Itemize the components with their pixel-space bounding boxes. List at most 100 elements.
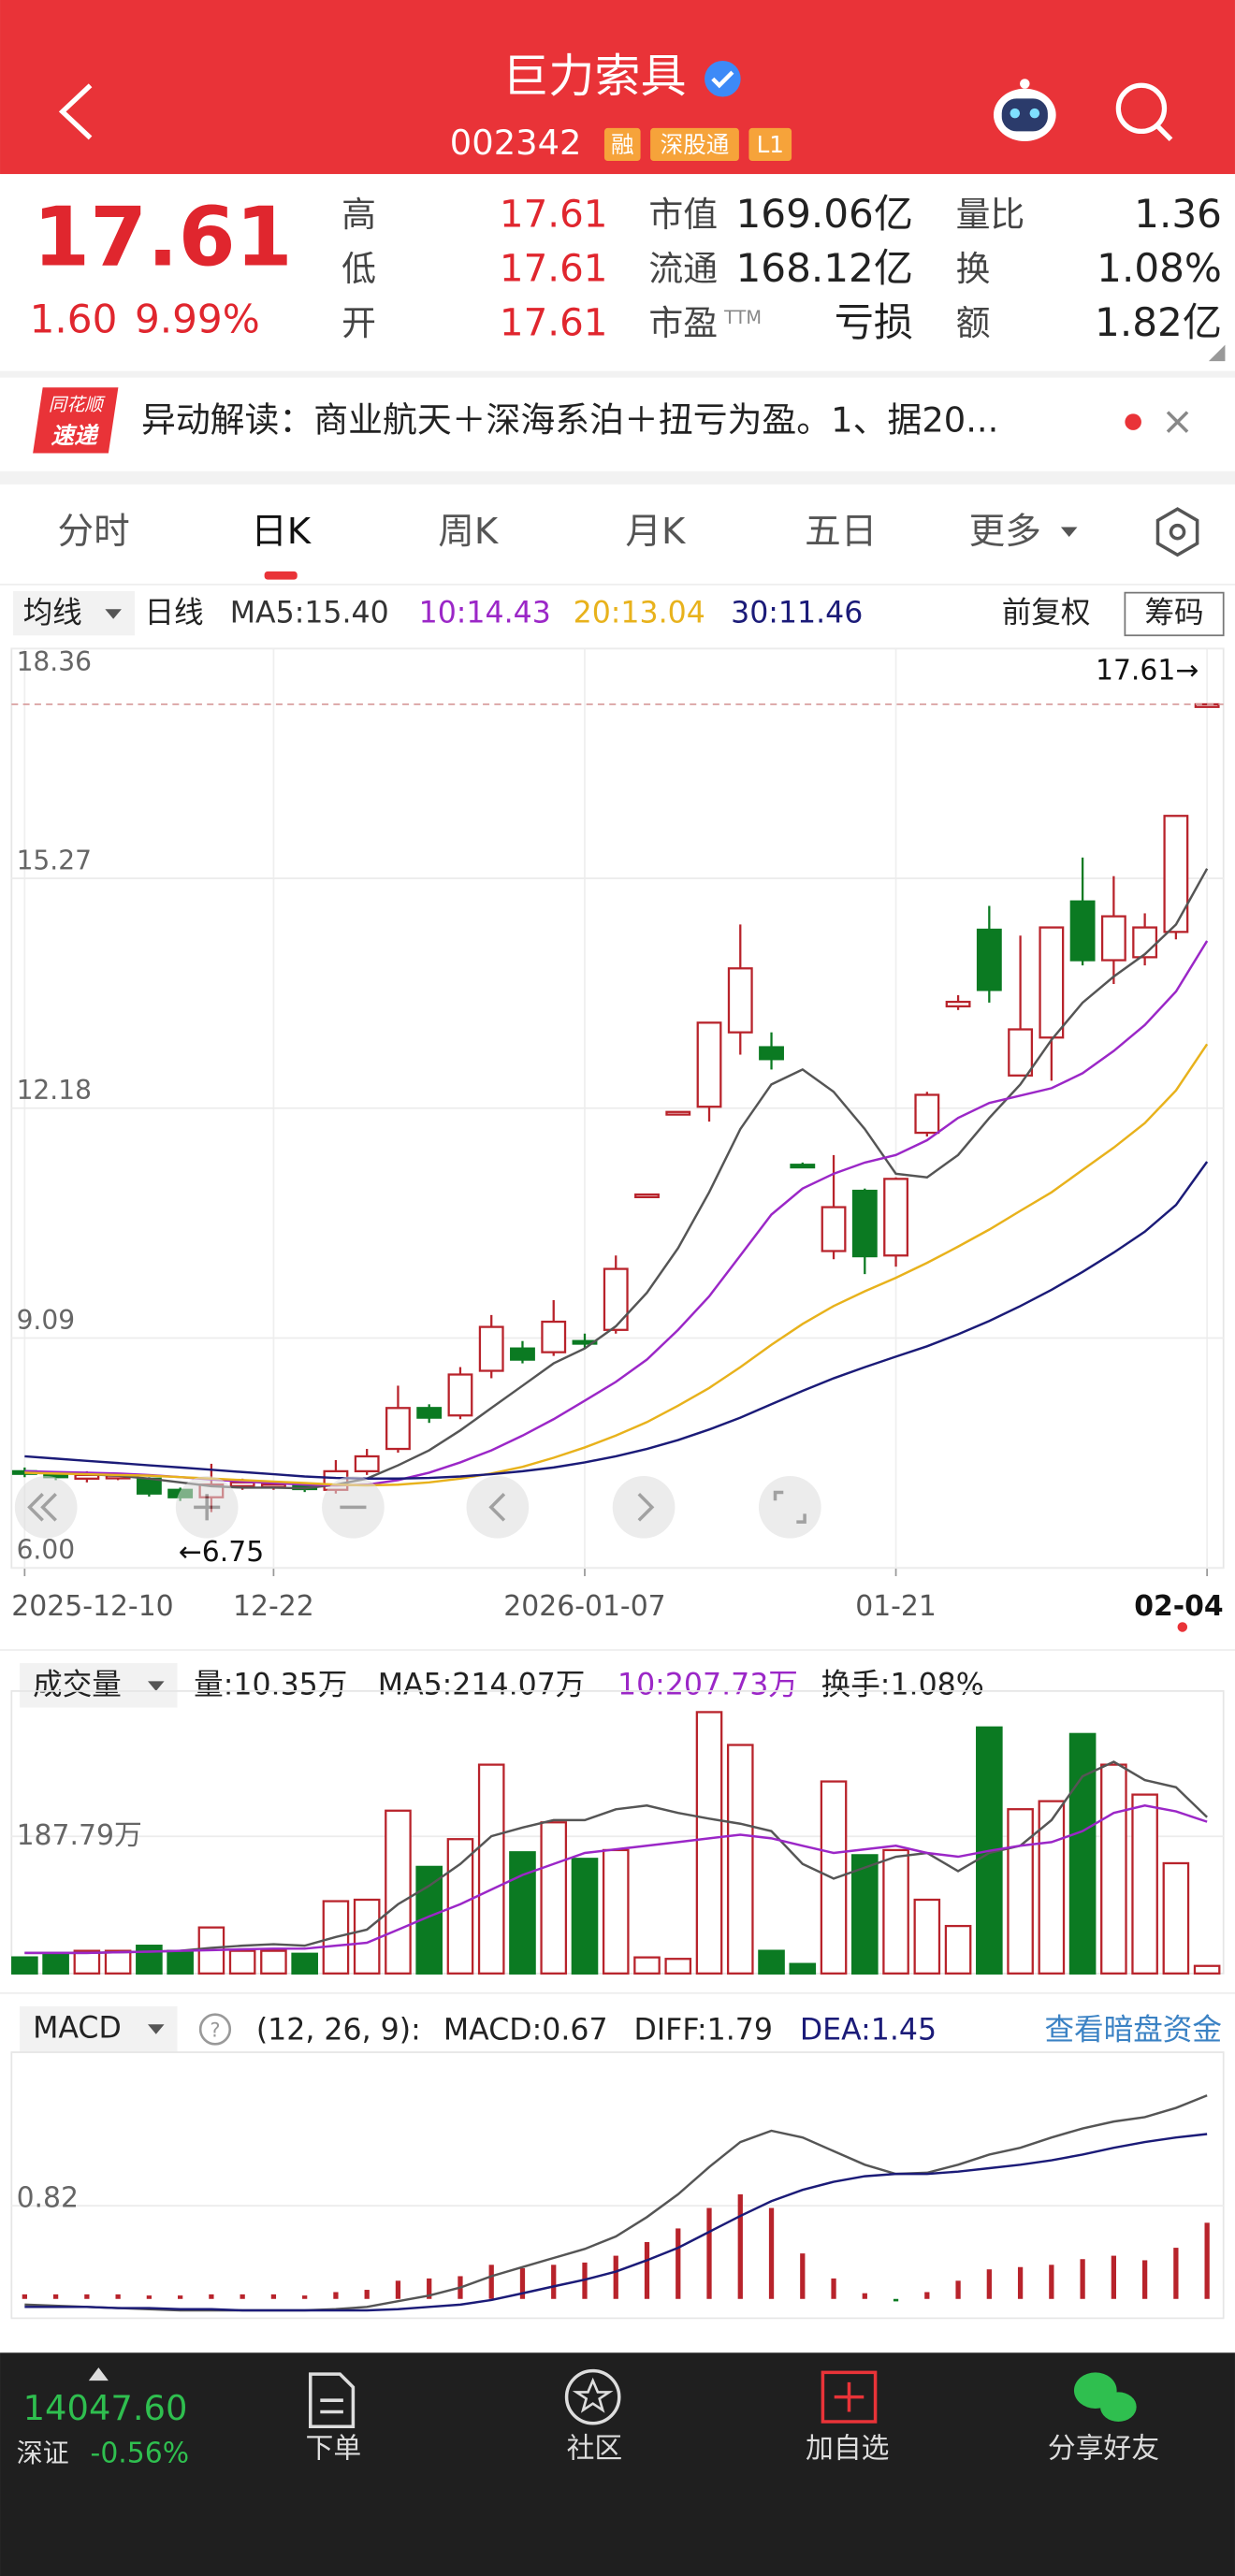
- order-icon[interactable]: [309, 2372, 356, 2429]
- stat-label: 市值: [648, 195, 718, 235]
- macd-bar: [1080, 2259, 1085, 2299]
- stat-label: 流通: [648, 249, 718, 289]
- volume-bar: [260, 1949, 287, 1975]
- stat-label: 额: [956, 303, 991, 343]
- index-name: 深证: [17, 2438, 69, 2468]
- candle-body: [1100, 915, 1126, 962]
- tab[interactable]: 更多: [969, 511, 1041, 553]
- macd-bar: [488, 2265, 494, 2299]
- y-tick-label: 187.79万: [17, 1819, 142, 1852]
- volume-bar: [1007, 1808, 1034, 1975]
- tab[interactable]: 五日: [805, 511, 877, 553]
- badge: 深股通: [661, 131, 730, 158]
- tab[interactable]: 周K: [438, 511, 500, 553]
- candle-body: [976, 928, 1002, 991]
- volume-menu-box[interactable]: [20, 1663, 178, 1708]
- back-button[interactable]: [58, 83, 93, 140]
- last-price: 17.61: [33, 190, 293, 285]
- ma-menu[interactable]: 均线: [23, 596, 82, 630]
- nav-item[interactable]: 加自选: [806, 2432, 889, 2465]
- volume-bar: [944, 1924, 972, 1975]
- verified-badge: [705, 60, 741, 97]
- price-change-pct: 9.99%: [135, 297, 260, 342]
- y-tick-label: 15.27: [17, 846, 92, 876]
- tab[interactable]: 分时: [57, 511, 129, 553]
- candle-body: [136, 1477, 162, 1495]
- macd-menu-box[interactable]: [20, 2005, 178, 2053]
- volume-bar: [11, 1956, 38, 1975]
- macd-bar: [270, 2294, 277, 2299]
- index-change: -0.56%: [91, 2438, 190, 2470]
- dropdown-arrow: [105, 609, 122, 619]
- macd-bar: [115, 2294, 121, 2299]
- macd-legend-item: DIFF:1.79: [634, 2013, 773, 2047]
- stat-label: 换: [956, 249, 991, 289]
- nav-item[interactable]: 社区: [567, 2432, 623, 2465]
- community-icon[interactable]: [564, 2368, 621, 2425]
- dropdown-arrow: [147, 2024, 165, 2034]
- news-text[interactable]: 异动解读：商业航天＋深海系泊＋扭亏为盈。1、据20...: [141, 400, 998, 441]
- stat-value: 1.82亿: [1095, 299, 1222, 345]
- chart-nav: [14, 1475, 821, 1539]
- macd-bar: [52, 2294, 59, 2299]
- kline-chart: 2025-12-10 12-22 2026-01-07 01-21 02-04 18.36…: [10, 646, 1225, 1632]
- nav-rewind[interactable]: [14, 1475, 78, 1539]
- search-button[interactable]: [1115, 82, 1173, 142]
- ma-legend-item: 30:11.46: [731, 596, 863, 630]
- news-logo-top: 同花顺: [49, 394, 107, 415]
- ma-legend-item: 10:14.43: [419, 596, 551, 630]
- nav-next[interactable]: [612, 1475, 676, 1539]
- stock-name: 巨力索具: [502, 49, 687, 103]
- nav-fullscreen[interactable]: [758, 1475, 821, 1539]
- nav-item[interactable]: 下单: [306, 2432, 362, 2465]
- nav-item[interactable]: 分享好友: [1048, 2432, 1159, 2465]
- ma-line: [24, 1161, 1209, 1481]
- volume-bar: [571, 1858, 599, 1975]
- chips-button[interactable]: 筹码: [1144, 596, 1203, 630]
- candle-body: [510, 1347, 535, 1361]
- candle-body: [696, 1021, 722, 1108]
- candle-body: [914, 1093, 940, 1135]
- volume-menu[interactable]: 成交量: [33, 1669, 122, 1702]
- candle-body: [821, 1206, 847, 1252]
- volume-bar: [228, 1949, 256, 1975]
- settings-button[interactable]: [1155, 507, 1199, 557]
- candle-body: [478, 1325, 504, 1372]
- macd-bar: [22, 2294, 27, 2299]
- macd-bar: [551, 2265, 557, 2299]
- assistant-icon[interactable]: [993, 79, 1056, 141]
- macd-bar: [302, 2295, 308, 2299]
- stat-value: 17.61: [500, 247, 608, 291]
- badges: 融深股通 L1: [603, 127, 792, 162]
- help-icon[interactable]: [198, 2013, 232, 2046]
- stat-label: 开: [341, 303, 376, 343]
- volume-bar: [104, 1949, 132, 1975]
- volume-bar: [1068, 1732, 1097, 1975]
- tab-indicator: [264, 571, 298, 580]
- nav-prev[interactable]: [466, 1475, 530, 1539]
- chips-box[interactable]: [1124, 591, 1225, 637]
- macd-bar: [924, 2292, 930, 2299]
- expand-arrow[interactable]: [88, 2367, 109, 2381]
- macd-bar: [706, 2207, 712, 2299]
- expand-corner[interactable]: [1208, 344, 1226, 362]
- macd-menu[interactable]: MACD: [33, 2011, 122, 2045]
- watchlist-icon[interactable]: [821, 2370, 878, 2424]
- share-icon[interactable]: [1073, 2372, 1137, 2423]
- macd-legend-item: MACD:0.67: [443, 2013, 608, 2047]
- volume-legend-item: MA5:214.07万: [378, 1669, 586, 1702]
- adjust-mode[interactable]: 前复权: [1002, 596, 1091, 630]
- stat-label-sup: TTM: [723, 307, 762, 328]
- macd-bar: [862, 2293, 867, 2299]
- tab[interactable]: 日K: [251, 511, 312, 553]
- macd-bar: [831, 2278, 836, 2299]
- macd-bar: [1204, 2222, 1210, 2299]
- volume-bar: [1131, 1793, 1158, 1975]
- tab[interactable]: 月K: [625, 511, 687, 553]
- macd-legend-item: DEA:1.45: [800, 2013, 937, 2047]
- dark-pool-link[interactable]: 查看暗盘资金: [1044, 2013, 1221, 2047]
- candle-body: [665, 1110, 691, 1116]
- volume-bar: [1193, 1964, 1221, 1975]
- close-news[interactable]: [1166, 411, 1189, 433]
